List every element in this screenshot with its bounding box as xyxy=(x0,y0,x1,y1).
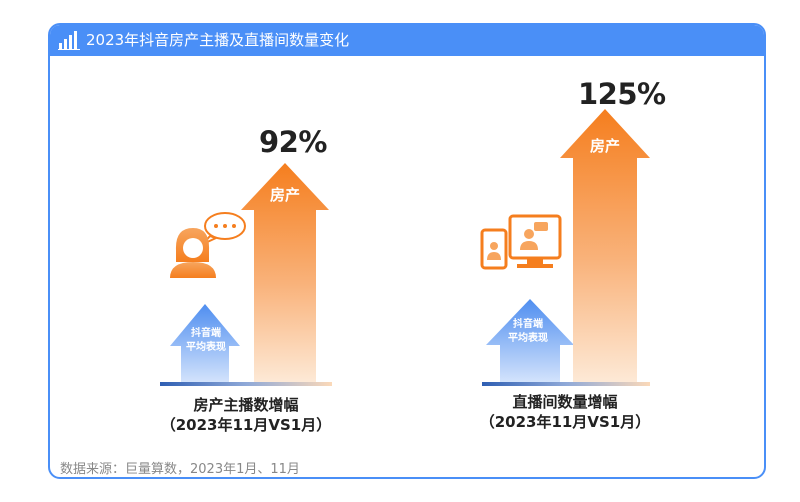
caption-hosts-title: 房产主播数增幅 xyxy=(193,396,299,414)
bar-average-label-2: 平均表现 xyxy=(508,331,548,344)
bar-average-label-2: 平均表现 xyxy=(186,340,226,353)
bar-average xyxy=(170,304,240,382)
bar-average-label-1: 抖音端 xyxy=(513,317,543,330)
caption-rooms-title: 直播间数量增幅 xyxy=(512,393,618,411)
bar-fangchan-label: 房产 xyxy=(590,137,620,155)
bar-average-label-1: 抖音端 xyxy=(191,326,221,339)
source-note: 数据来源：巨量算数，2023年1月、11月 xyxy=(60,462,300,477)
group-anchors-chart: 抖音端 平均表现 房产 xyxy=(160,163,332,386)
chart-title: 2023年抖音房产主播及直播间数量变化 xyxy=(86,31,350,49)
bar-fangchan-label: 房产 xyxy=(270,186,300,204)
bar-chart-icon xyxy=(58,31,80,50)
baseline xyxy=(482,382,650,386)
caption-rooms-sub: （2023年11月VS1月） xyxy=(479,413,651,431)
card-header: 2023年抖音房产主播及直播间数量变化 xyxy=(50,25,764,56)
monitor-tablet-icon xyxy=(480,214,562,270)
caption-hosts-sub: （2023年11月VS1月） xyxy=(160,416,332,434)
value-label-rooms: 125% xyxy=(578,77,666,111)
value-label-hosts: 92% xyxy=(259,125,327,159)
bar-average xyxy=(486,299,574,382)
chart-card: 2023年抖音房产主播及直播间数量变化 数据来源：巨量算数，2023年1月、11… xyxy=(48,23,766,479)
female-chat-icon xyxy=(170,212,246,278)
caption-hosts: 房产主播数增幅 （2023年11月VS1月） xyxy=(156,395,336,435)
bar-fangchan xyxy=(560,109,650,382)
group-rooms-chart: 抖音端 平均表现 房产 xyxy=(480,109,650,386)
baseline xyxy=(160,382,332,386)
caption-rooms: 直播间数量增幅 （2023年11月VS1月） xyxy=(470,392,660,432)
bar-fangchan xyxy=(241,163,329,382)
